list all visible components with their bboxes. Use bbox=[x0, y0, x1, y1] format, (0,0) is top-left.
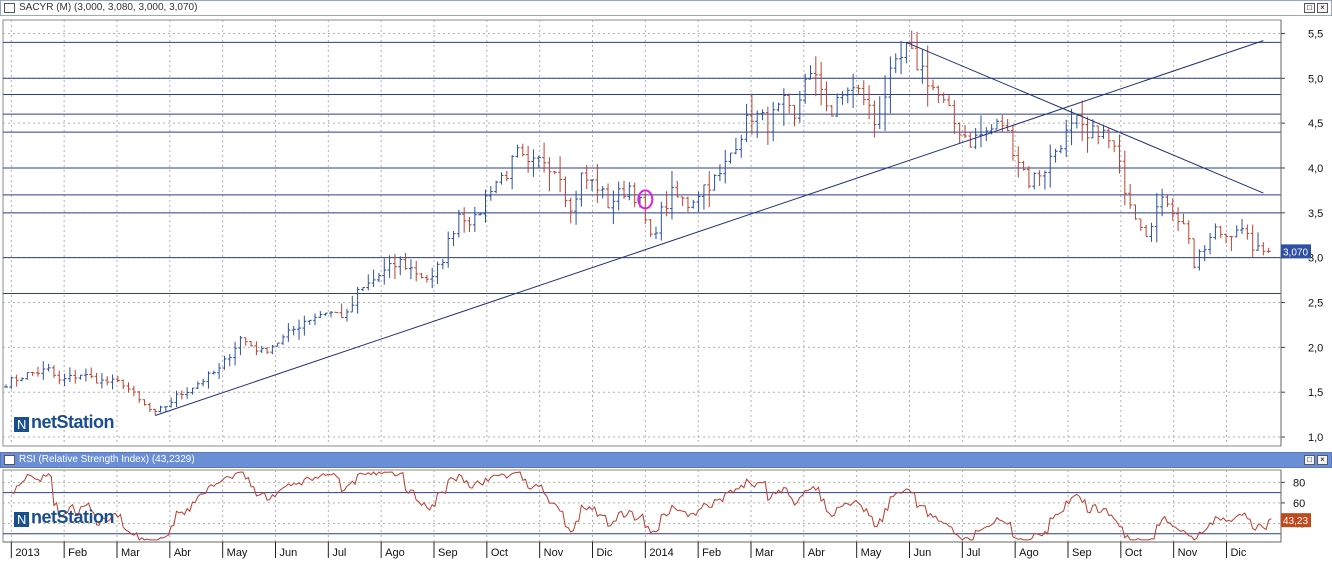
x-tick-label: Jul bbox=[966, 547, 980, 559]
y-tick-label: 5,5 bbox=[1308, 28, 1323, 40]
price-chart: 5,5 5,0 4,5 4,0 3,5 3,0 2,5 2,0 1,5 1,0 3,070 bbox=[2, 19, 1323, 447]
marker-circle bbox=[637, 189, 654, 210]
rsi-y-tick-label: 80 bbox=[1293, 477, 1305, 489]
last-value-tag bbox=[1281, 244, 1311, 259]
x-tick-label: Jul bbox=[332, 547, 346, 559]
y-tick-label: 1,5 bbox=[1308, 387, 1323, 399]
close-icon[interactable]: × bbox=[1317, 455, 1328, 465]
plot-area bbox=[2, 19, 1282, 447]
x-tick-label: Sep bbox=[438, 547, 458, 559]
y-tick-label: 3,0 bbox=[1308, 253, 1323, 265]
price-panel-title: SACYR (M) (3,000, 3,080, 3,000, 3,070) bbox=[19, 2, 198, 13]
y-tick-label: 2,5 bbox=[1308, 298, 1323, 310]
y-tick-label: 5,0 bbox=[1308, 73, 1323, 85]
netstation-logo-text: netStation bbox=[31, 507, 115, 527]
y-tick-label: 4,5 bbox=[1308, 118, 1323, 130]
x-tick-label: Mar bbox=[121, 547, 140, 559]
netstation-logo-icon: N bbox=[14, 512, 29, 527]
rsi-last-value-tag bbox=[1281, 513, 1311, 528]
rsi-line bbox=[11, 471, 1272, 541]
x-tick-label: May bbox=[227, 547, 248, 559]
x-tick-label: Ago bbox=[1019, 547, 1039, 559]
y-tick-label: 2,0 bbox=[1308, 342, 1323, 354]
maximize-icon[interactable]: □ bbox=[1304, 455, 1315, 465]
x-tick-label: Ago bbox=[385, 547, 405, 559]
rsi-last-value-label: 43,23 bbox=[1283, 516, 1308, 527]
trend-line bbox=[155, 40, 1264, 416]
x-tick-label: Oct bbox=[491, 547, 508, 559]
x-tick-label: Feb bbox=[702, 547, 721, 559]
x-tick-label: 2014 bbox=[649, 547, 673, 559]
panel-icon bbox=[4, 455, 15, 465]
y-tick-label: 1,0 bbox=[1308, 432, 1323, 444]
x-tick-label: Mar bbox=[755, 547, 774, 559]
panel-icon bbox=[4, 3, 15, 13]
rsi-panel-titlebar: RSI (Relative Strength Index) (43,2329) … bbox=[0, 452, 1332, 468]
trend-line bbox=[906, 41, 1264, 194]
x-tick-label: Dic bbox=[1230, 547, 1246, 559]
netstation-logo-icon: N bbox=[14, 417, 29, 432]
x-tick-label: Jun bbox=[913, 547, 931, 559]
last-value-label: 3,070 bbox=[1283, 247, 1308, 258]
x-tick-label: Dic bbox=[596, 547, 612, 559]
x-tick-label: May bbox=[861, 547, 882, 559]
x-tick-label: Abr bbox=[174, 547, 191, 559]
y-tick-label: 3,5 bbox=[1308, 208, 1323, 220]
y-tick-label: 4,0 bbox=[1308, 163, 1323, 175]
x-tick-label: Sep bbox=[1072, 547, 1092, 559]
x-tick-label: Jun bbox=[279, 547, 297, 559]
rsi-plot-area bbox=[2, 469, 1282, 543]
x-tick-label: Nov bbox=[544, 547, 564, 559]
rsi-chart: 80604043,232013FebMarAbrMayJunJulAgoSepO… bbox=[2, 469, 1311, 559]
close-icon[interactable]: × bbox=[1317, 3, 1328, 13]
netstation-logo-text: netStation bbox=[31, 412, 115, 432]
rsi-panel-title: RSI (Relative Strength Index) (43,2329) bbox=[19, 454, 195, 465]
x-tick-label: Abr bbox=[808, 547, 825, 559]
x-tick-label: 2013 bbox=[15, 547, 39, 559]
maximize-icon[interactable]: □ bbox=[1304, 3, 1315, 13]
rsi-y-tick-label: 60 bbox=[1293, 498, 1305, 510]
price-panel-titlebar: SACYR (M) (3,000, 3,080, 3,000, 3,070) □… bbox=[0, 0, 1332, 16]
x-tick-label: Feb bbox=[68, 547, 87, 559]
x-tick-label: Nov bbox=[1178, 547, 1198, 559]
x-tick-label: Oct bbox=[1125, 547, 1142, 559]
price-bars bbox=[4, 30, 1271, 416]
